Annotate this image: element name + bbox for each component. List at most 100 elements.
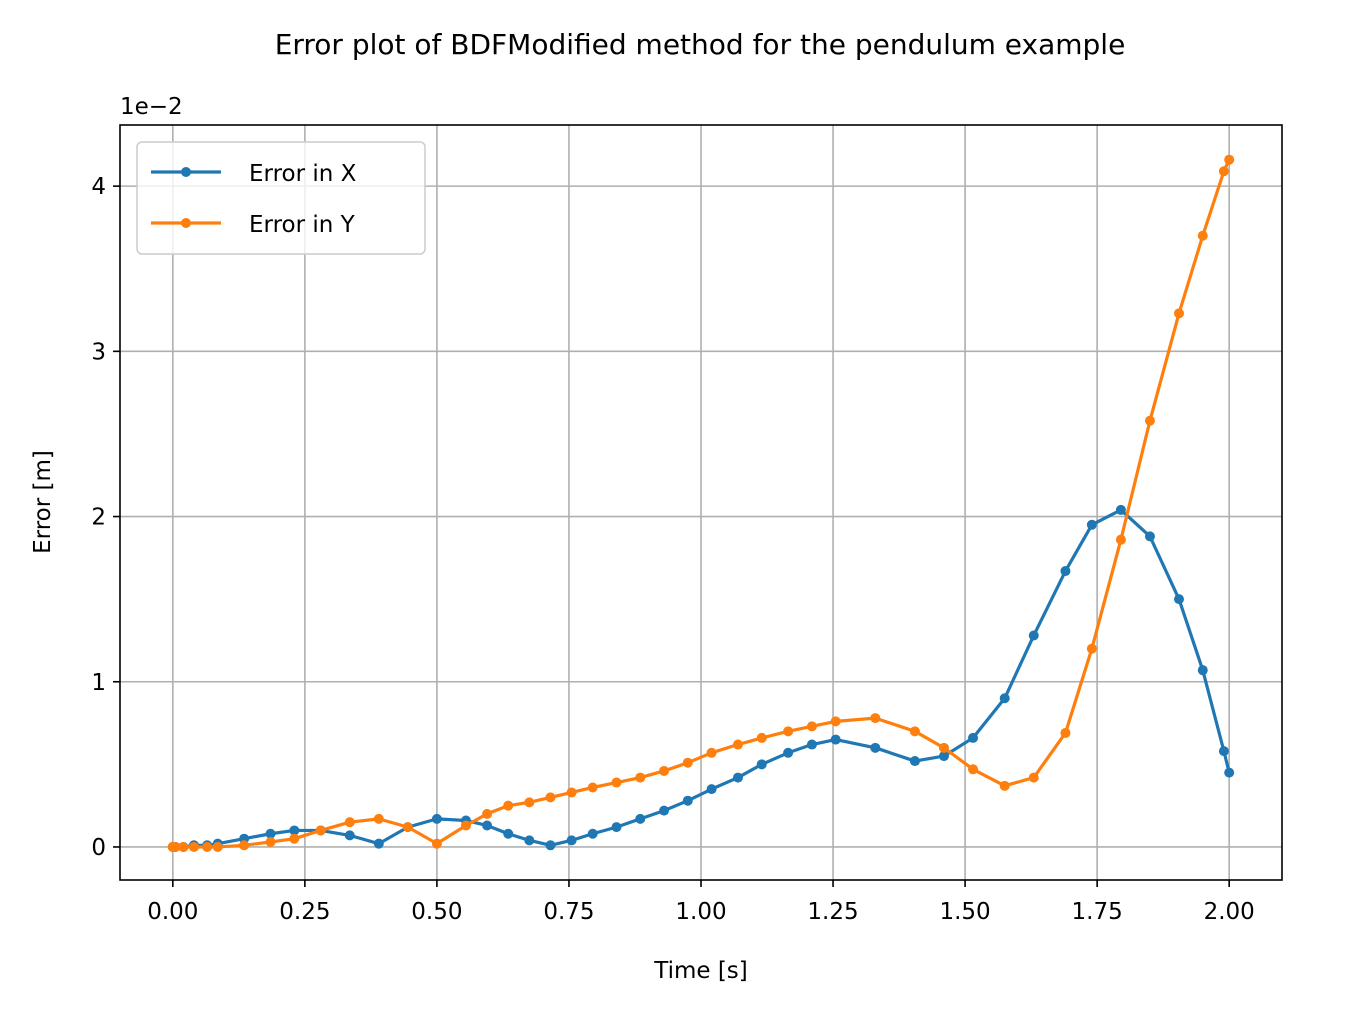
data-point-y — [265, 837, 276, 848]
data-point-y — [178, 841, 189, 852]
data-point-x — [1115, 504, 1126, 515]
y-scale-label: 1e−2 — [120, 94, 183, 120]
data-point-y — [402, 822, 413, 833]
chart-title: Error plot of BDFModified method for the… — [275, 28, 1126, 61]
data-point-x — [289, 825, 300, 836]
data-point-y — [706, 747, 717, 758]
data-point-y — [968, 764, 979, 775]
data-point-x — [1086, 519, 1097, 530]
data-point-x — [1218, 746, 1229, 757]
data-point-x — [587, 828, 598, 839]
data-point-x — [1144, 531, 1155, 542]
data-point-y — [682, 757, 693, 768]
data-point-x — [265, 828, 276, 839]
series-lines — [167, 154, 1235, 852]
x-tick-label: 0.50 — [411, 899, 462, 925]
data-point-y — [460, 820, 471, 831]
data-point-x — [909, 756, 920, 767]
data-point-y — [1197, 230, 1208, 241]
data-point-y — [1060, 727, 1071, 738]
y-tick-label: 1 — [91, 670, 106, 696]
x-tick-label: 2.00 — [1204, 899, 1255, 925]
data-point-x — [524, 835, 535, 846]
data-point-x — [938, 751, 949, 762]
data-point-x — [503, 828, 514, 839]
data-point-y — [909, 726, 920, 737]
data-point-y — [659, 765, 670, 776]
y-tick-label: 3 — [91, 339, 106, 365]
legend: Error in X Error in Y — [136, 141, 426, 255]
y-tick-label: 4 — [91, 174, 106, 200]
data-point-x — [659, 805, 670, 816]
data-point-x — [344, 830, 355, 841]
data-point-y — [611, 777, 622, 788]
data-point-y — [756, 732, 767, 743]
data-point-x — [999, 693, 1010, 704]
data-point-y — [212, 841, 223, 852]
data-point-x — [635, 813, 646, 824]
data-point-y — [524, 797, 535, 808]
data-point-x — [566, 835, 577, 846]
data-point-y — [344, 817, 355, 828]
x-axis-ticks: 0.00 0.25 0.50 0.75 1.00 1.25 1.50 1.75 2.00 — [147, 880, 1255, 925]
data-point-x — [756, 759, 767, 770]
data-point-y — [289, 833, 300, 844]
x-tick-label: 0.00 — [147, 899, 198, 925]
y-axis-label: Error [m] — [30, 450, 56, 554]
data-point-y — [806, 721, 817, 732]
x-tick-label: 0.25 — [279, 899, 330, 925]
y-tick-label: 0 — [91, 835, 106, 861]
data-point-y — [373, 813, 384, 824]
data-point-y — [1086, 643, 1097, 654]
data-point-x — [706, 784, 717, 795]
data-point-x — [1060, 566, 1071, 577]
data-point-y — [1224, 154, 1235, 165]
data-point-y — [202, 841, 213, 852]
data-point-y — [1144, 415, 1155, 426]
data-point-x — [1174, 594, 1185, 605]
data-point-y — [503, 800, 514, 811]
data-point-y — [315, 825, 326, 836]
data-point-x — [870, 742, 881, 753]
data-point-x — [431, 813, 442, 824]
data-point-y — [830, 716, 841, 727]
data-point-x — [682, 795, 693, 806]
x-tick-label: 1.75 — [1072, 899, 1123, 925]
x-axis-label: Time [s] — [653, 958, 748, 984]
data-point-y — [783, 726, 794, 737]
data-point-y — [635, 772, 646, 783]
legend-box — [136, 141, 426, 255]
data-point-y — [482, 808, 493, 819]
data-point-x — [806, 739, 817, 750]
data-point-x — [373, 838, 384, 849]
data-point-y — [587, 782, 598, 793]
data-point-y — [188, 841, 199, 852]
data-point-y — [545, 792, 556, 803]
legend-label-x: Error in X — [249, 161, 357, 187]
data-point-x — [732, 772, 743, 783]
x-tick-label: 1.50 — [939, 899, 990, 925]
y-tick-label: 2 — [91, 505, 106, 531]
data-point-x — [1197, 665, 1208, 676]
data-point-y — [1115, 534, 1126, 545]
data-point-y — [732, 739, 743, 750]
legend-marker-x — [181, 167, 191, 177]
data-point-y — [999, 780, 1010, 791]
data-point-x — [1028, 630, 1039, 641]
data-point-y — [1028, 772, 1039, 783]
data-point-y — [239, 840, 250, 851]
data-point-y — [170, 841, 181, 852]
data-point-x — [830, 734, 841, 745]
data-point-y — [431, 838, 442, 849]
data-point-x — [1224, 767, 1235, 778]
data-point-x — [783, 747, 794, 758]
legend-label-y: Error in Y — [249, 212, 356, 238]
legend-marker-y — [181, 218, 191, 228]
data-point-y — [1174, 308, 1185, 319]
grid-lines — [120, 125, 1282, 880]
x-tick-label: 1.00 — [675, 899, 726, 925]
data-point-x — [611, 822, 622, 833]
data-point-y — [1218, 166, 1229, 177]
data-point-x — [968, 732, 979, 743]
